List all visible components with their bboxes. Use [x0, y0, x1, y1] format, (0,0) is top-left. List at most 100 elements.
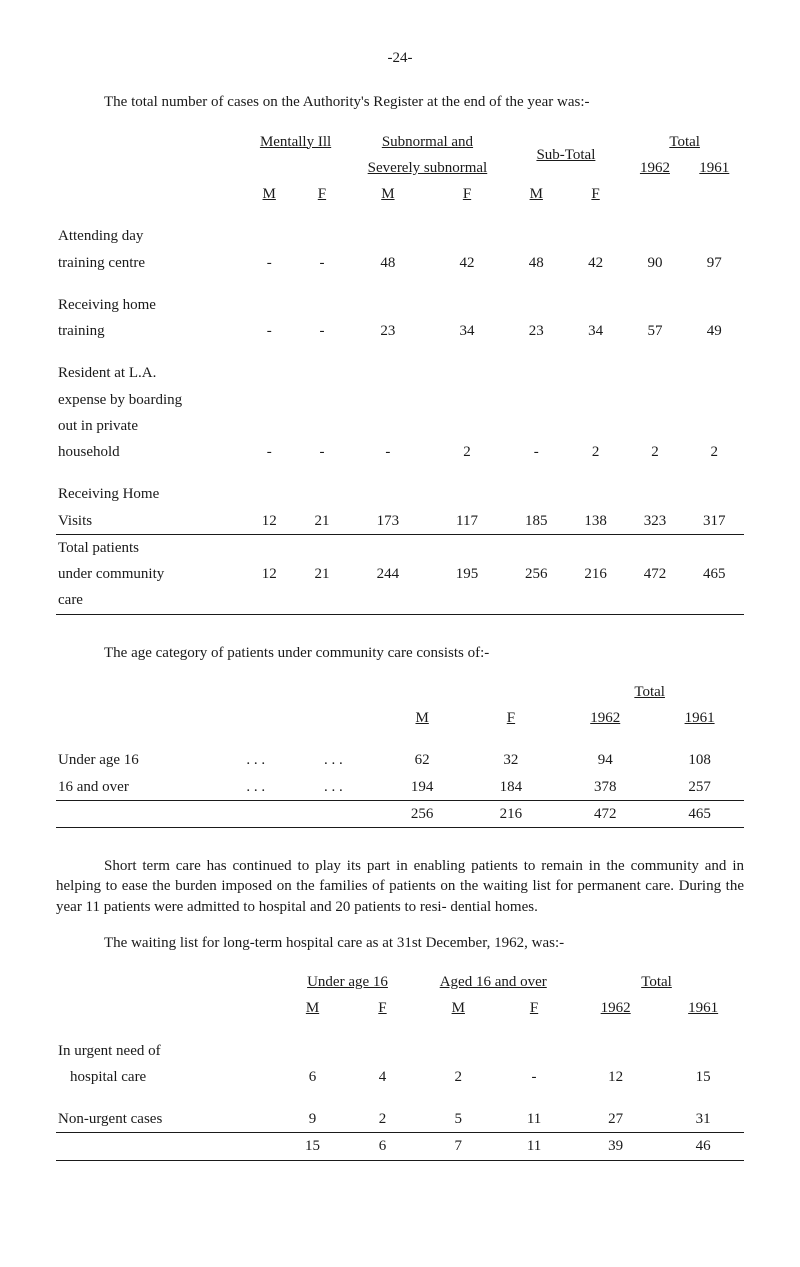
header-row-1: Mentally Ill Subnormal and Sub-Total Tot… [56, 129, 744, 155]
cell: - [243, 439, 296, 465]
hdr-M: M [378, 705, 467, 731]
hdr-over16: Aged 16 and over [417, 969, 569, 995]
totals-row: 256 216 472 465 [56, 801, 744, 828]
cell: 39 [569, 1133, 662, 1160]
cell: 34 [566, 318, 625, 344]
cell: 2 [566, 439, 625, 465]
cell: 12 [243, 508, 296, 535]
hdr-1962: 1962 [625, 155, 684, 181]
cell: 4 [348, 1064, 418, 1090]
cell: 465 [685, 561, 744, 587]
row-label: expense by boarding [56, 387, 243, 413]
cell: 2 [348, 1106, 418, 1133]
age-intro-para: The age category of patients under commu… [56, 643, 744, 663]
row-label: 16 and over [56, 774, 222, 801]
cell: 216 [467, 801, 556, 828]
row-label: Receiving home [56, 292, 243, 318]
cell: 94 [555, 747, 655, 773]
cell: 257 [655, 774, 744, 801]
cell: 244 [348, 561, 427, 587]
hdr-1961: 1961 [662, 995, 744, 1021]
age-table: Total M F 1962 1961 Under age 16 . . . .… [56, 679, 744, 828]
hdr-subnormal-bot: Severely subnormal [348, 155, 506, 181]
cell: - [243, 250, 296, 276]
cell: 138 [566, 508, 625, 535]
table-row: 16 and over . . . . . . 194 184 378 257 [56, 774, 744, 801]
cell: 2 [427, 439, 506, 465]
cell: 34 [427, 318, 506, 344]
dots: . . . [222, 774, 289, 801]
cell: - [243, 318, 296, 344]
cell: 15 [662, 1064, 744, 1090]
cell: 21 [296, 561, 349, 587]
cell: 472 [625, 561, 684, 587]
row-label: In urgent need of [56, 1038, 278, 1064]
cell: - [507, 439, 566, 465]
cell: 378 [555, 774, 655, 801]
row-label: Total patients [56, 535, 243, 561]
cell: 23 [507, 318, 566, 344]
cell: 62 [378, 747, 467, 773]
hdr-subtotal: Sub-Total [507, 129, 626, 182]
row-label: Resident at L.A. [56, 360, 243, 386]
cell: 194 [378, 774, 467, 801]
cell: 472 [555, 801, 655, 828]
intro-para: The total number of cases on the Authori… [56, 92, 744, 112]
cell: 42 [427, 250, 506, 276]
hdr-M: M [348, 181, 427, 207]
hdr-1961: 1961 [655, 705, 744, 731]
waiting-list-para: The waiting list for long-term hospital … [56, 933, 744, 953]
cell: 11 [499, 1133, 569, 1160]
dots: . . . [222, 747, 289, 773]
cell: 173 [348, 508, 427, 535]
hdr-F: F [566, 181, 625, 207]
cell: 117 [427, 508, 506, 535]
short-term-para: Short term care has continued to play it… [56, 856, 744, 917]
table-row: training centre - - 48 42 48 42 90 97 [56, 250, 744, 276]
cell: 27 [569, 1106, 662, 1133]
row-label: training [56, 318, 243, 344]
table-row: training - - 23 34 23 34 57 49 [56, 318, 744, 344]
cell: 6 [278, 1064, 348, 1090]
hdr-F: F [467, 705, 556, 731]
cell: 7 [417, 1133, 499, 1160]
cell: 21 [296, 508, 349, 535]
cell: 2 [625, 439, 684, 465]
cell: 32 [467, 747, 556, 773]
waiting-list-table: Under age 16 Aged 16 and over Total M F … [56, 969, 744, 1161]
page-number: -24- [56, 48, 744, 68]
cell: 108 [655, 747, 744, 773]
row-label: Under age 16 [56, 747, 222, 773]
cell: 31 [662, 1106, 744, 1133]
cell: 256 [507, 561, 566, 587]
cell: 185 [507, 508, 566, 535]
cell: 216 [566, 561, 625, 587]
cell: 256 [378, 801, 467, 828]
cell: 11 [499, 1106, 569, 1133]
cell: - [296, 250, 349, 276]
cell: 48 [348, 250, 427, 276]
row-label: under community [56, 561, 243, 587]
cell: - [296, 318, 349, 344]
row-label: Visits [56, 508, 243, 535]
dots: . . . [289, 747, 378, 773]
cell: 90 [625, 250, 684, 276]
table-row: under community 12 21 244 195 256 216 47… [56, 561, 744, 587]
hdr-F: F [296, 181, 349, 207]
hdr-under16: Under age 16 [278, 969, 418, 995]
table-row: Under age 16 . . . . . . 62 32 94 108 [56, 747, 744, 773]
row-label: out in private [56, 413, 243, 439]
hdr-1962: 1962 [569, 995, 662, 1021]
cell: 6 [348, 1133, 418, 1160]
cell: - [296, 439, 349, 465]
cell: 48 [507, 250, 566, 276]
row-label: Attending day [56, 223, 243, 249]
totals-row: 15 6 7 11 39 46 [56, 1133, 744, 1160]
hdr-M: M [417, 995, 499, 1021]
cell: 49 [685, 318, 744, 344]
table-row: hospital care 6 4 2 - 12 15 [56, 1064, 744, 1090]
cell: 15 [278, 1133, 348, 1160]
cell: - [499, 1064, 569, 1090]
hdr-M: M [243, 181, 296, 207]
hdr-subnormal-top: Subnormal and [348, 129, 506, 155]
